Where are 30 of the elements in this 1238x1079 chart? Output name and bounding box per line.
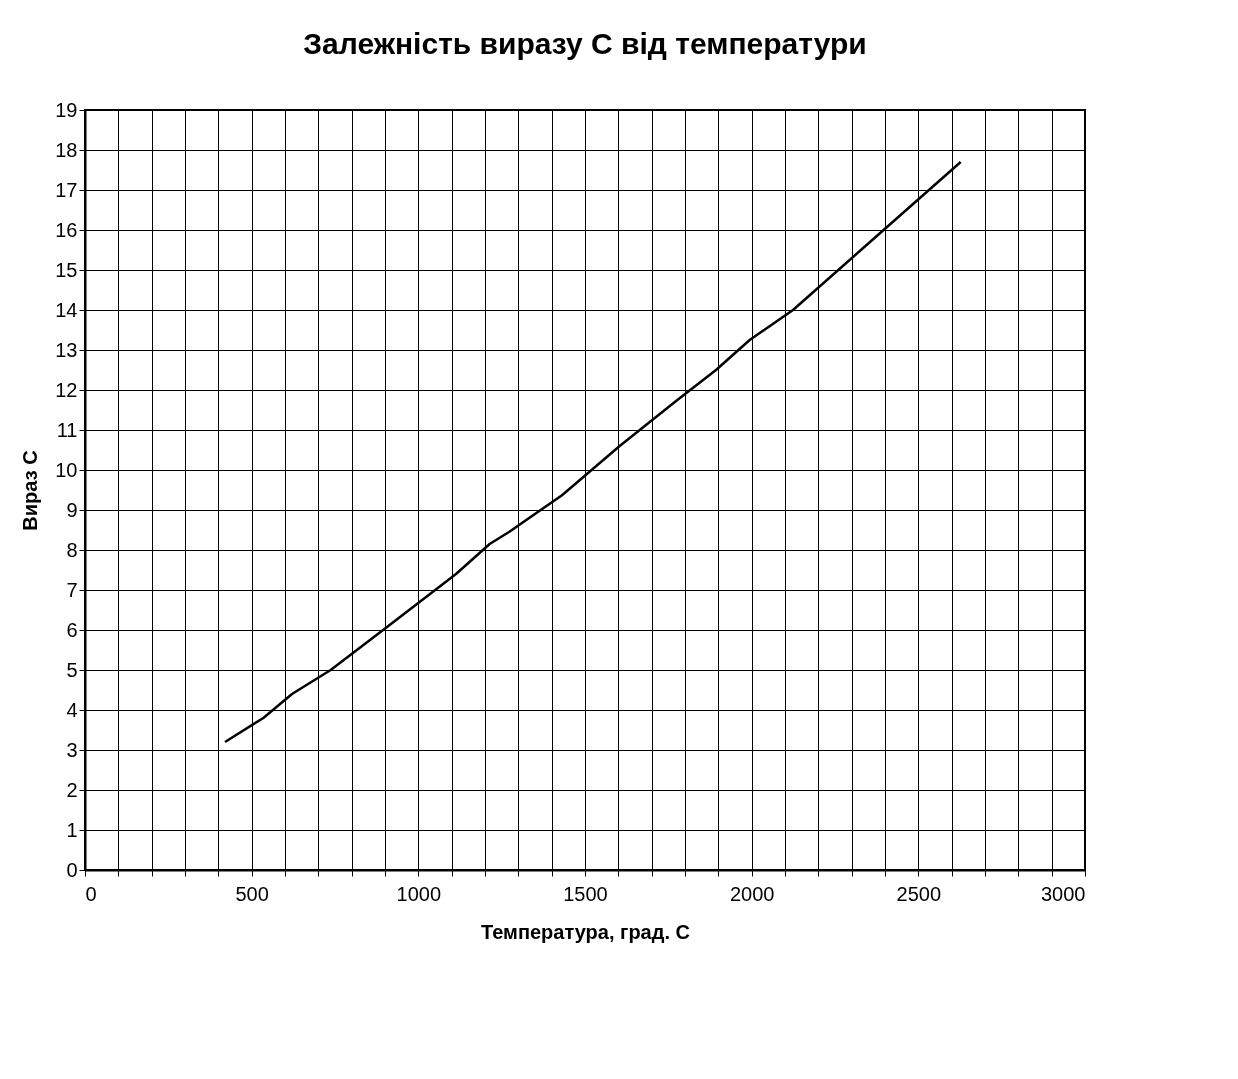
y-tick-label: 14 xyxy=(55,298,78,321)
x-tick-label: 2500 xyxy=(896,882,942,905)
y-tick-label: 7 xyxy=(66,578,78,601)
y-tick-label: 17 xyxy=(55,178,78,201)
y-tick-label: 12 xyxy=(55,378,78,401)
x-tick-label: 1500 xyxy=(563,882,608,905)
x-tick-label: 2000 xyxy=(729,882,775,905)
y-tick-label: 0 xyxy=(66,858,78,881)
x-tick-label: 0 xyxy=(85,882,97,905)
y-tick-label: 4 xyxy=(66,698,78,721)
y-tick-label: 16 xyxy=(55,218,78,241)
x-tick-label: 3000 xyxy=(1041,882,1086,905)
y-tick-label: 9 xyxy=(66,498,78,521)
chart-title: Залежність виразу С від температури xyxy=(303,27,867,60)
y-tick-label: 2 xyxy=(66,778,78,801)
y-axis-title: Вираз С xyxy=(19,450,42,531)
x-tick-label: 500 xyxy=(235,882,269,905)
y-tick-label: 3 xyxy=(66,738,78,761)
y-tick-label: 1 xyxy=(66,818,78,841)
x-tick-label: 1000 xyxy=(396,882,442,905)
x-axis-title: Температура, град. С xyxy=(481,920,690,943)
y-tick-label: 19 xyxy=(55,98,78,121)
y-tick-label: 5 xyxy=(66,658,78,681)
y-tick-label: 8 xyxy=(66,538,78,561)
y-tick-label: 6 xyxy=(66,618,78,641)
y-tick-label: 15 xyxy=(55,258,78,281)
y-tick-label: 10 xyxy=(55,458,78,481)
y-tick-label: 11 xyxy=(56,418,78,441)
y-tick-label: 13 xyxy=(55,338,78,361)
y-tick-label: 18 xyxy=(55,138,78,161)
